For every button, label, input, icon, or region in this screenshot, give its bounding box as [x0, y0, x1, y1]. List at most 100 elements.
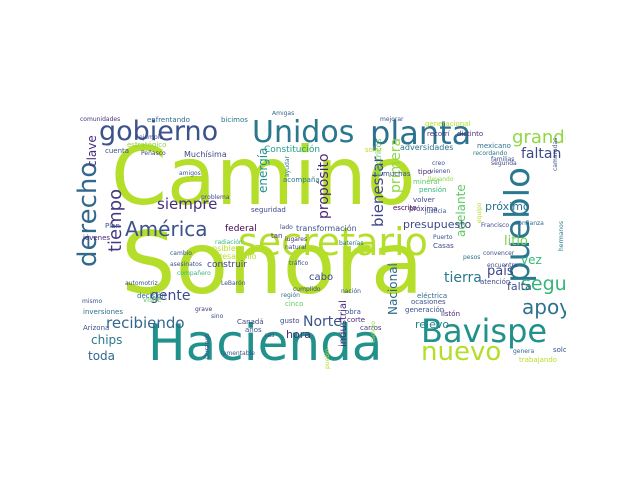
- cloud-word: acompaña: [283, 176, 320, 184]
- cloud-word: secretario: [238, 220, 428, 264]
- cloud-word: tráfico: [289, 260, 309, 267]
- cloud-word: cambio: [170, 250, 192, 257]
- cloud-word: apoyo: [522, 295, 566, 319]
- cloud-word: siempre: [157, 195, 218, 213]
- cloud-word: listón: [441, 310, 461, 318]
- cloud-word: Casas: [433, 242, 454, 250]
- cloud-word: visité: [143, 296, 162, 304]
- cloud-word: próximo: [485, 200, 530, 213]
- cloud-word: ocasiones: [411, 298, 446, 306]
- cloud-word: tiempo: [105, 188, 126, 252]
- cloud-word: región: [281, 292, 300, 299]
- cloud-word: atención: [480, 278, 511, 286]
- cloud-word: camaradas: [552, 137, 559, 171]
- cloud-word: Arizona: [83, 324, 110, 332]
- cloud-word: automotriz: [125, 280, 158, 287]
- cloud-word: generacional: [425, 120, 471, 128]
- cloud-word: lado: [280, 224, 293, 231]
- cloud-word: muchas: [383, 170, 411, 178]
- cloud-word: comunidades: [80, 116, 121, 123]
- cloud-word: hora: [286, 328, 311, 341]
- cloud-word: confianza: [515, 220, 544, 227]
- cloud-word: volver: [413, 196, 435, 204]
- cloud-word: seguir: [521, 273, 566, 295]
- cloud-word: Hacienda: [148, 314, 383, 371]
- cloud-word: pensión: [419, 186, 447, 194]
- cloud-word: derecho: [75, 161, 103, 267]
- cloud-word: inversiones: [83, 308, 123, 316]
- cloud-word: clave: [85, 135, 99, 167]
- cloud-word: cumplido: [293, 286, 321, 293]
- cloud-word: ras: [265, 332, 275, 339]
- cloud-word: lamentable: [221, 350, 255, 357]
- cloud-word: recorrí: [427, 130, 450, 138]
- cloud-word: estratégico: [127, 141, 167, 149]
- cloud-word: convencer: [483, 250, 515, 257]
- cloud-word: jóvenes: [83, 234, 111, 242]
- cloud-word: llevando: [428, 176, 454, 183]
- cloud-word: radiación: [215, 239, 243, 246]
- cloud-word: Peñasco: [141, 150, 166, 157]
- cloud-word: sensible: [203, 244, 236, 253]
- cloud-word: carros: [360, 324, 382, 332]
- cloud-word: gusto: [280, 317, 300, 325]
- cloud-word: eléctricos: [374, 138, 383, 177]
- cloud-word: pueblo: [324, 348, 331, 369]
- cloud-word: creo: [432, 160, 445, 167]
- cloud-word: próxima: [409, 205, 438, 213]
- cloud-word: Amigas: [272, 111, 295, 117]
- cloud-word: mismo: [82, 298, 103, 305]
- cloud-word: encuentra: [487, 262, 518, 269]
- cloud-word: relevo: [415, 318, 450, 331]
- cloud-word: hermanos: [558, 221, 565, 251]
- cloud-word: mineral: [413, 178, 440, 186]
- cloud-word: tan: [271, 232, 283, 240]
- cloud-word: tierra: [444, 270, 482, 286]
- cloud-word: presupuesto: [403, 218, 472, 231]
- cloud-word: Plan: [105, 222, 120, 230]
- cloud-word: enfrentando: [147, 116, 190, 124]
- cloud-word: distinto: [457, 130, 484, 138]
- cloud-word: Constitución: [264, 145, 321, 155]
- cloud-word: baterías: [339, 240, 364, 247]
- cloud-word: recordando: [473, 150, 508, 157]
- cloud-word: faltan: [521, 146, 562, 162]
- cloud-word: sino: [211, 313, 224, 320]
- cloud-word: Nacional: [386, 263, 400, 315]
- cloud-word: lugares: [285, 236, 308, 243]
- cloud-word: ayudar: [284, 156, 291, 177]
- cloud-word: transformación: [296, 224, 357, 233]
- cloud-word: vez: [521, 253, 542, 267]
- cloud-word: natural: [285, 244, 307, 251]
- cloud-word: construir: [207, 260, 247, 270]
- cloud-word: federal: [225, 224, 257, 234]
- cloud-word: adversidades: [400, 143, 454, 152]
- cloud-word: Puerto: [433, 234, 453, 241]
- cloud-word: mejorar: [380, 116, 404, 123]
- cloud-word: falta: [507, 280, 532, 293]
- cloud-word: camino: [370, 321, 377, 343]
- cloud-word: justicia: [425, 208, 447, 215]
- cloud-word: gobierno: [99, 116, 219, 147]
- cloud-word: Sonora: [121, 214, 424, 314]
- cloud-word: grave: [195, 306, 213, 313]
- cloud-word: América: [125, 217, 208, 241]
- cloud-word: solar: [365, 146, 383, 154]
- cloud-word: Camino: [111, 130, 416, 223]
- cloud-word: vienen: [430, 168, 451, 175]
- cloud-word: planta: [370, 114, 472, 152]
- cloud-word: años: [245, 326, 262, 334]
- cloud-word: nación: [341, 288, 361, 295]
- cloud-word: Muchísima: [184, 150, 227, 159]
- cloud-word: corte: [347, 316, 366, 324]
- cloud-word: toda: [88, 349, 116, 363]
- cloud-word: ejemplo: [139, 134, 164, 141]
- cloud-word: grande: [512, 127, 566, 148]
- cloud-word: Durango: [204, 333, 211, 359]
- cloud-word: litio: [504, 234, 528, 249]
- cloud-word: seguridad: [251, 206, 286, 214]
- cloud-word: nuevo: [421, 337, 502, 367]
- cloud-word: gente: [150, 288, 191, 304]
- cloud-word: asesinatos: [170, 261, 202, 268]
- cloud-word: decisión: [137, 292, 166, 300]
